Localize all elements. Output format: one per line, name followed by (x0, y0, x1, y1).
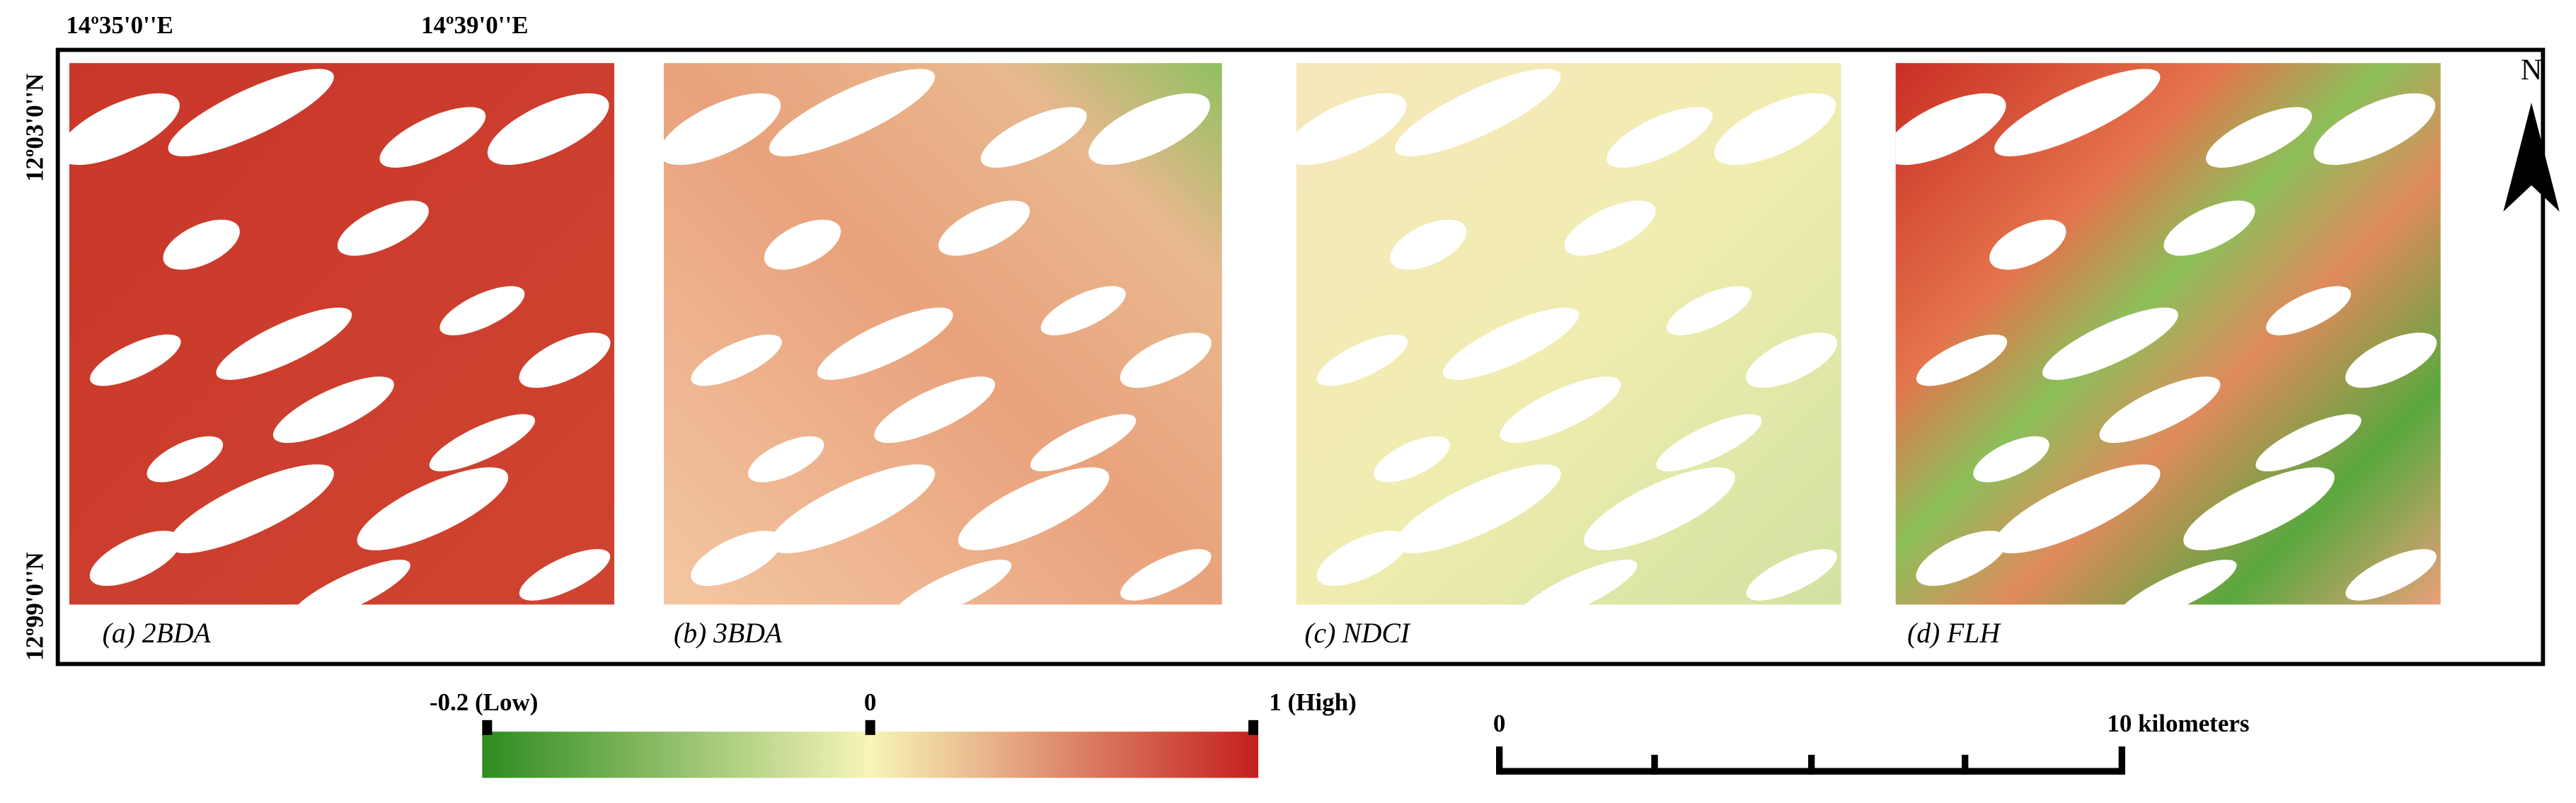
colorbar-tick (482, 720, 493, 735)
map-frame (55, 47, 2546, 666)
coord-label: 14º35'0''E (66, 11, 173, 39)
scale-bar (1496, 746, 2125, 775)
north-label: N (2521, 54, 2542, 87)
colorbar (482, 732, 1259, 778)
colorbar-tick (1248, 720, 1258, 735)
coord-label: 12º99'0''N (21, 552, 49, 661)
panel-label: (c) NDCI (1304, 618, 1410, 649)
coord-label: 14º39'0''E (421, 11, 529, 39)
scale-label: 10 kilometers (2107, 710, 2249, 737)
scale-label: 0 (1493, 710, 1506, 737)
panel-label: (d) FLH (1907, 618, 2001, 649)
colorbar-label: 0 (864, 688, 877, 716)
panel-label: (a) 2BDA (103, 618, 212, 649)
north-arrow (2503, 103, 2560, 212)
colorbar-tick (865, 720, 875, 735)
panel-label: (b) 3BDA (674, 618, 783, 649)
coord-label: 12º03'0''N (21, 74, 49, 183)
colorbar-label: -0.2 (Low) (430, 688, 539, 716)
colorbar-label: 1 (High) (1269, 688, 1356, 716)
